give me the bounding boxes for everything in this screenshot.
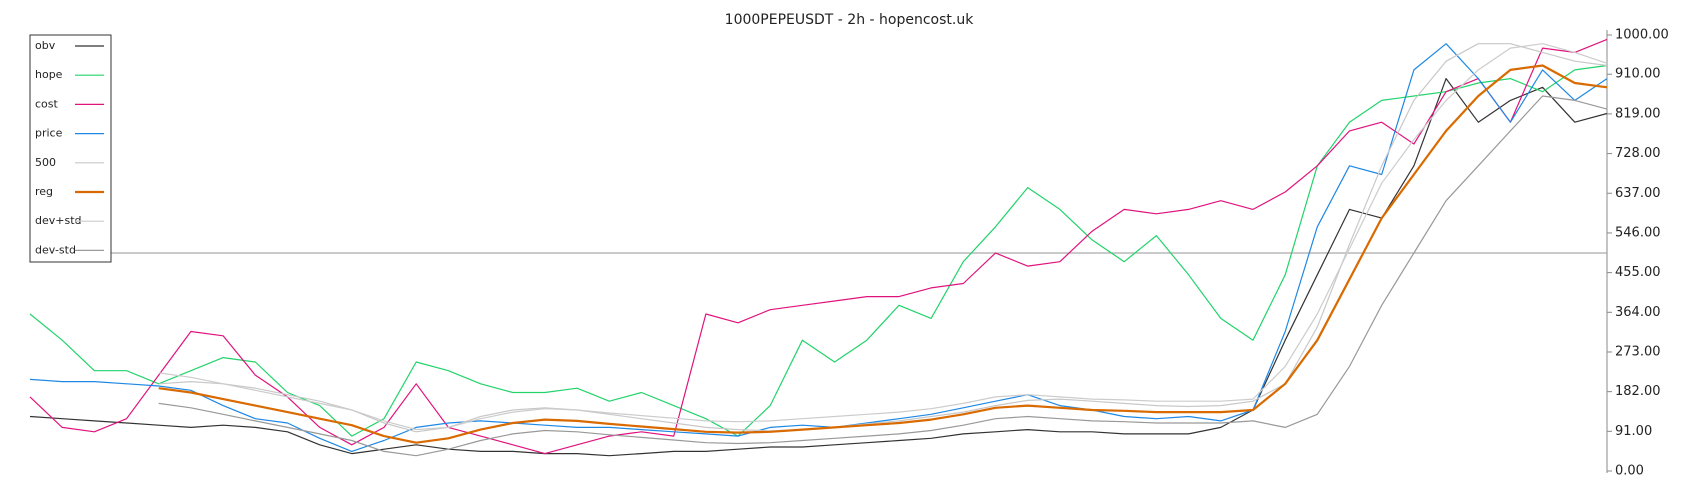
- legend-label: 500: [35, 156, 56, 169]
- y-tick-label: 728.00: [1615, 146, 1661, 161]
- legend-box: [29, 34, 112, 263]
- y-tick-label: 819.00: [1615, 106, 1661, 121]
- legend-label: dev+std: [35, 214, 82, 227]
- series-line: [158, 64, 1608, 444]
- y-tick-label: 273.00: [1615, 344, 1661, 359]
- series-line: [158, 43, 1608, 433]
- legend-label: cost: [35, 97, 59, 110]
- series-line: [29, 64, 1608, 437]
- series-line: [29, 38, 1608, 455]
- y-tick-label: 455.00: [1615, 265, 1661, 280]
- y-tick-label: 182.00: [1615, 384, 1661, 399]
- legend-label: dev-std: [35, 243, 76, 256]
- series-line: [29, 78, 1608, 457]
- y-tick-label: 910.00: [1615, 67, 1661, 82]
- chart-title: 1000PEPEUSDT - 2h - hopencost.uk: [725, 12, 975, 28]
- legend-label: price: [35, 127, 63, 140]
- y-tick-label: 1000.00: [1615, 28, 1669, 43]
- y-tick-label: 546.00: [1615, 225, 1661, 240]
- legend-label: obv: [35, 39, 56, 52]
- y-tick-label: 0.00: [1615, 464, 1644, 479]
- series-line: [29, 43, 1608, 452]
- series-line: [158, 95, 1608, 457]
- y-tick-label: 364.00: [1615, 305, 1661, 320]
- y-tick-label: 637.00: [1615, 186, 1661, 201]
- legend-label: reg: [35, 185, 53, 198]
- y-tick-label: 91.00: [1615, 424, 1652, 439]
- legend-label: hope: [35, 68, 63, 81]
- series-line: [158, 43, 1608, 431]
- legend: obv hope cost price 500 reg dev+std dev-std: [29, 34, 112, 263]
